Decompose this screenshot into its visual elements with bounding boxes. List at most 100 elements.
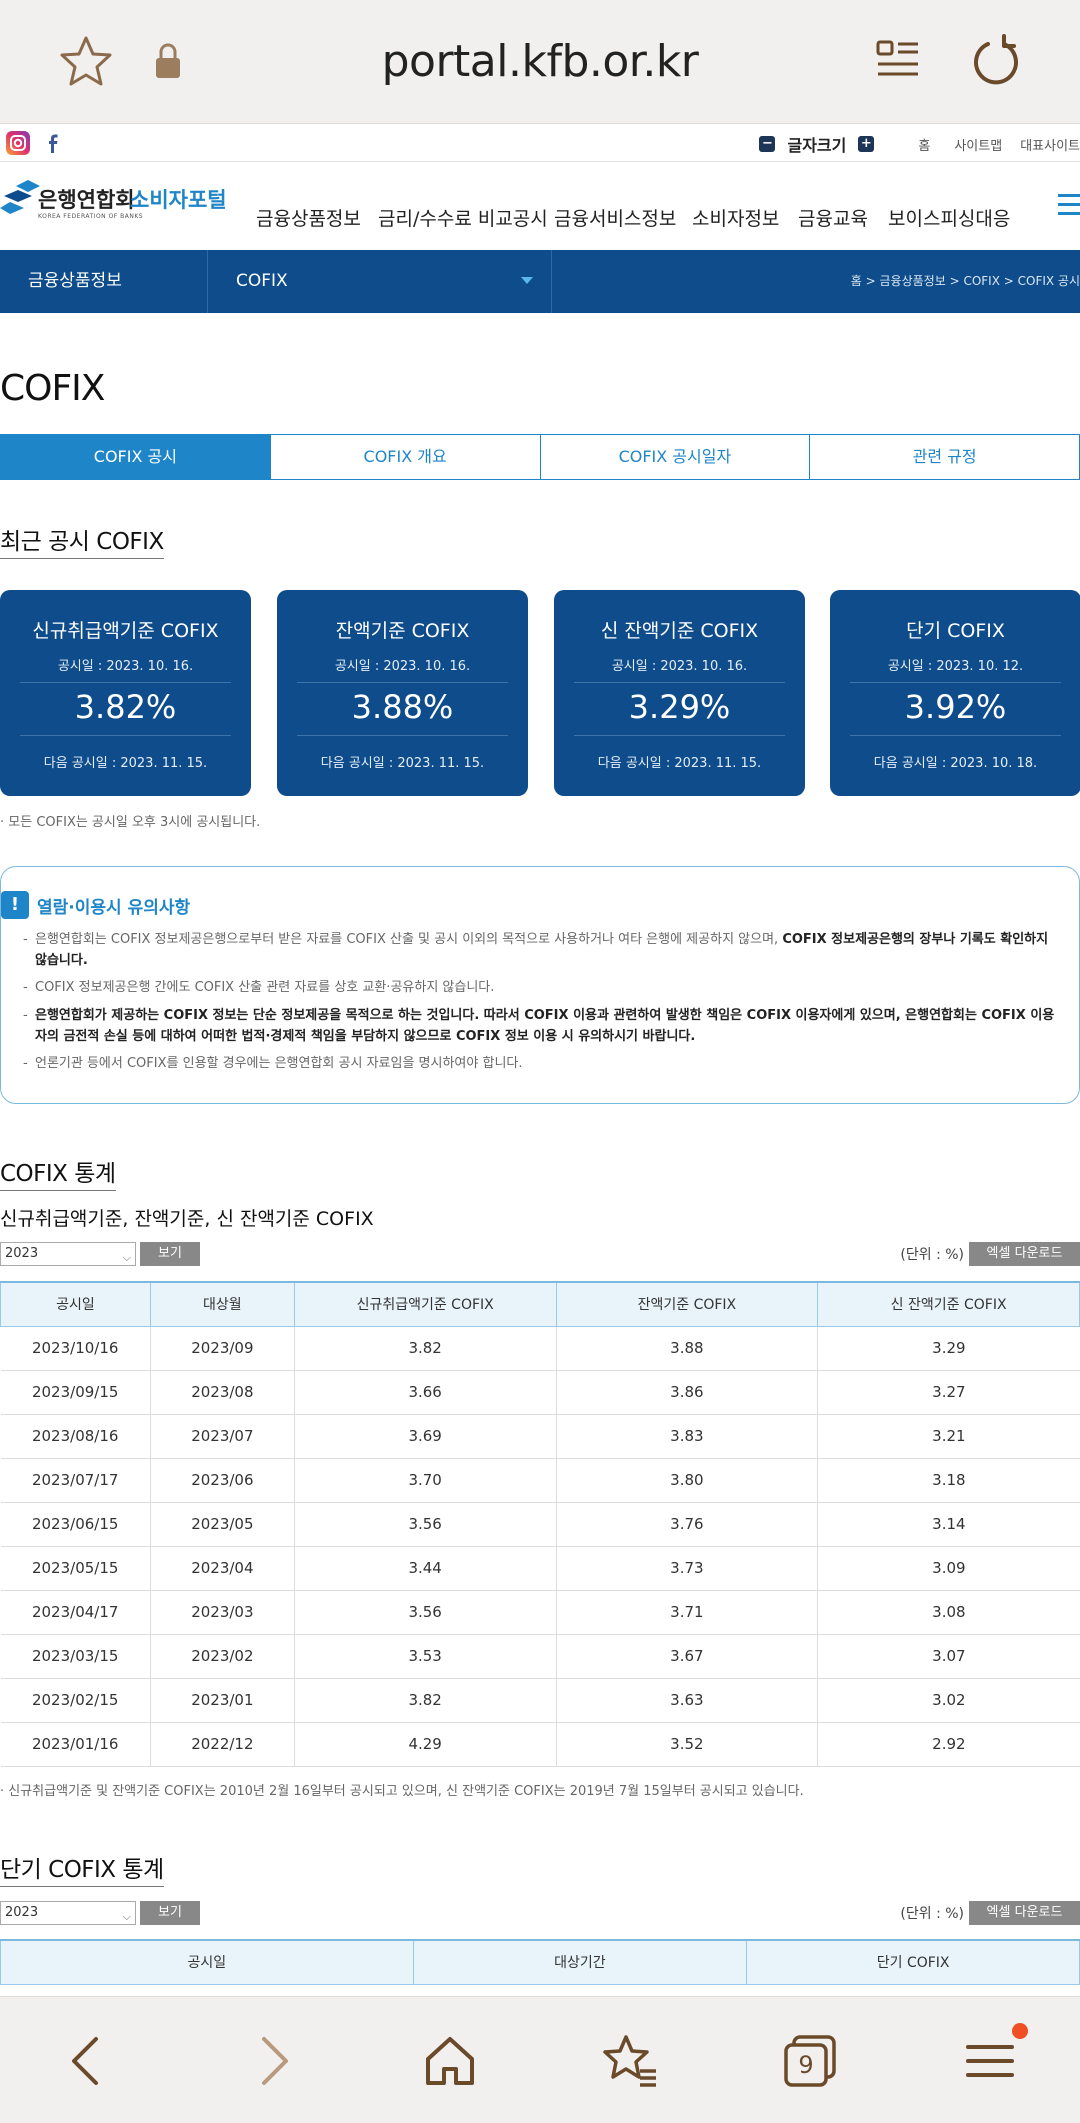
star-icon[interactable] <box>56 32 116 92</box>
depth2-select[interactable]: COFIX <box>208 250 552 313</box>
table-cell: 3.83 <box>555 1414 818 1459</box>
column-header: 잔액기준 COFIX <box>555 1281 819 1327</box>
hamburger-menu-icon[interactable] <box>1058 192 1080 218</box>
card-value: 3.92% <box>904 688 1007 726</box>
card-value: 3.82% <box>74 688 177 726</box>
instagram-icon[interactable] <box>6 131 30 155</box>
excel-download-button[interactable]: 엑셀 다운로드 <box>969 1901 1080 1925</box>
card-date: 공시일 : 2023. 10. 16. <box>57 659 194 674</box>
menu-item[interactable]: 금융서비스정보 <box>554 208 677 230</box>
sub-navigation: 금융상품정보 COFIX 홈 > 금융상품정보 > COFIX > COFIX … <box>0 250 1080 313</box>
table-cell: 2023/04 <box>149 1546 295 1591</box>
table-cell: 3.44 <box>293 1546 557 1591</box>
table-cell: 3.09 <box>817 1546 1080 1591</box>
card-date: 공시일 : 2023. 10. 16. <box>611 659 748 674</box>
font-size-label: 글자크기 <box>787 136 847 155</box>
cofix-cards: 신규취급액기준 COFIX 공시일 : 2023. 10. 16. 3.82% … <box>0 590 1080 796</box>
reader-mode-icon[interactable] <box>868 32 928 92</box>
back-icon[interactable] <box>58 2031 118 2091</box>
rep-site-link[interactable]: 대표사이트 <box>1020 138 1080 154</box>
card-divider <box>850 735 1061 736</box>
table-header-row: 공시일 대상월 신규취급액기준 COFIX 잔액기준 COFIX 신 잔액기준 … <box>0 1281 1080 1327</box>
column-header: 대상기간 <box>412 1939 748 1985</box>
dash: - <box>23 1056 28 1071</box>
notice-item: - 은행연합회는 COFIX 정보제공은행으로부터 받은 자료를 COFIX 산… <box>23 929 1055 971</box>
cofix-stats-table: 공시일 대상월 신규취급액기준 COFIX 잔액기준 COFIX 신 잔액기준 … <box>0 1281 1080 1767</box>
portal-name: 소비자포털 <box>130 188 227 212</box>
table-cell: 2023/06/15 <box>0 1502 151 1547</box>
stats-controls: 2023 ⌵ 보기 (단위 : %) 엑셀 다운로드 <box>0 1242 1080 1266</box>
excel-download-button[interactable]: 엑셀 다운로드 <box>969 1242 1080 1266</box>
site-header: 은행연합회 KOREA FEDERATION OF BANKS 소비자포털 금융… <box>0 162 1080 250</box>
table-cell: 3.82 <box>293 1326 557 1371</box>
card-title: 단기 COFIX <box>906 620 1005 642</box>
table-cell: 2023/06 <box>149 1458 295 1503</box>
table-cell: 3.82 <box>293 1678 557 1723</box>
card-title: 신규취급액기준 COFIX <box>32 620 219 642</box>
facebook-icon[interactable] <box>44 131 60 155</box>
lock-icon[interactable] <box>150 32 186 92</box>
column-header: 공시일 <box>0 1281 151 1327</box>
tab-cofix-notice[interactable]: COFIX 공시 <box>0 434 271 480</box>
table-row: 2023/01/16 2022/12 4.29 3.52 2.92 <box>0 1722 1080 1767</box>
view-button[interactable]: 보기 <box>140 1242 200 1266</box>
tab-cofix-overview[interactable]: COFIX 개요 <box>270 434 541 480</box>
bookmarks-icon[interactable] <box>600 2031 660 2091</box>
home-link[interactable]: 홈 <box>918 138 931 154</box>
depth2-label: COFIX <box>236 271 288 291</box>
tab-bar: COFIX 공시 COFIX 개요 COFIX 공시일자 관련 규정 <box>0 434 1080 480</box>
font-increase-button[interactable]: + <box>858 136 875 152</box>
table-cell: 3.56 <box>293 1502 557 1547</box>
table-cell: 2023/04/17 <box>0 1590 151 1635</box>
table-cell: 2023/09/15 <box>0 1370 151 1415</box>
stats-subtitle: 신규취급액기준, 잔액기준, 신 잔액기준 COFIX <box>0 1208 374 1230</box>
home-icon[interactable] <box>420 2031 480 2091</box>
view-button[interactable]: 보기 <box>140 1901 200 1925</box>
chevron-down-icon: ⌵ <box>122 1910 131 1923</box>
column-header: 신 잔액기준 COFIX <box>817 1281 1080 1327</box>
exclamation-icon: ! <box>1 891 29 919</box>
table-cell: 2.92 <box>817 1722 1080 1767</box>
dash: - <box>23 1008 28 1023</box>
cards-note: · 모든 COFIX는 공시일 오후 3시에 공시됩니다. <box>0 815 261 830</box>
forward-icon[interactable] <box>242 2031 302 2091</box>
table-row: 2023/08/16 2023/07 3.69 3.83 3.21 <box>0 1414 1080 1459</box>
table-cell: 2023/08 <box>149 1370 295 1415</box>
menu-item[interactable]: 보이스피싱대응 <box>888 208 1011 230</box>
sitemap-link[interactable]: 사이트맵 <box>954 138 1003 154</box>
tabs-button[interactable]: 9 <box>780 2031 840 2091</box>
kfb-logo[interactable]: 은행연합회 KOREA FEDERATION OF BANKS 소비자포털 <box>0 178 230 234</box>
tab-cofix-dates[interactable]: COFIX 공시일자 <box>540 434 811 480</box>
card-divider <box>850 682 1061 683</box>
notice-item-bold: COFIX 정보제공은행의 장부나 기록도 확인하지 않습니다. <box>35 932 1049 968</box>
font-decrease-button[interactable]: − <box>759 136 776 152</box>
card-divider <box>297 682 508 683</box>
tab-count: 9 <box>798 2051 814 2079</box>
url-bar[interactable]: portal.kfb.or.kr <box>381 36 699 87</box>
table-cell: 3.52 <box>555 1722 818 1767</box>
table-cell: 2023/01/16 <box>0 1722 151 1767</box>
table-cell: 3.70 <box>293 1458 557 1503</box>
table-cell: 3.56 <box>293 1590 557 1635</box>
menu-item[interactable]: 금융상품정보 <box>256 208 361 230</box>
table-cell: 3.86 <box>555 1370 818 1415</box>
menu-item[interactable]: 소비자정보 <box>692 208 780 230</box>
menu-item[interactable]: 금리/수수료 비교공시 <box>378 208 548 230</box>
table-row: 2023/04/17 2023/03 3.56 3.71 3.08 <box>0 1590 1080 1635</box>
refresh-icon[interactable] <box>966 32 1026 92</box>
year-select[interactable]: 2023 ⌵ <box>0 1901 136 1925</box>
short-stats-title: 단기 COFIX 통계 <box>0 1850 164 1887</box>
page-title: COFIX <box>0 368 105 409</box>
depth1-select[interactable]: 금융상품정보 <box>0 250 208 313</box>
tab-regulations[interactable]: 관련 규정 <box>810 434 1080 480</box>
notification-badge <box>1012 2023 1028 2039</box>
dash: - <box>23 980 28 995</box>
table-cell: 3.67 <box>555 1634 818 1679</box>
column-header: 대상월 <box>149 1281 295 1327</box>
table-row: 2023/06/15 2023/05 3.56 3.76 3.14 <box>0 1502 1080 1547</box>
year-select[interactable]: 2023 ⌵ <box>0 1242 136 1266</box>
table-cell: 3.07 <box>817 1634 1080 1679</box>
chevron-down-icon <box>521 277 533 284</box>
menu-icon[interactable] <box>960 2031 1020 2091</box>
menu-item[interactable]: 금융교육 <box>798 208 868 230</box>
